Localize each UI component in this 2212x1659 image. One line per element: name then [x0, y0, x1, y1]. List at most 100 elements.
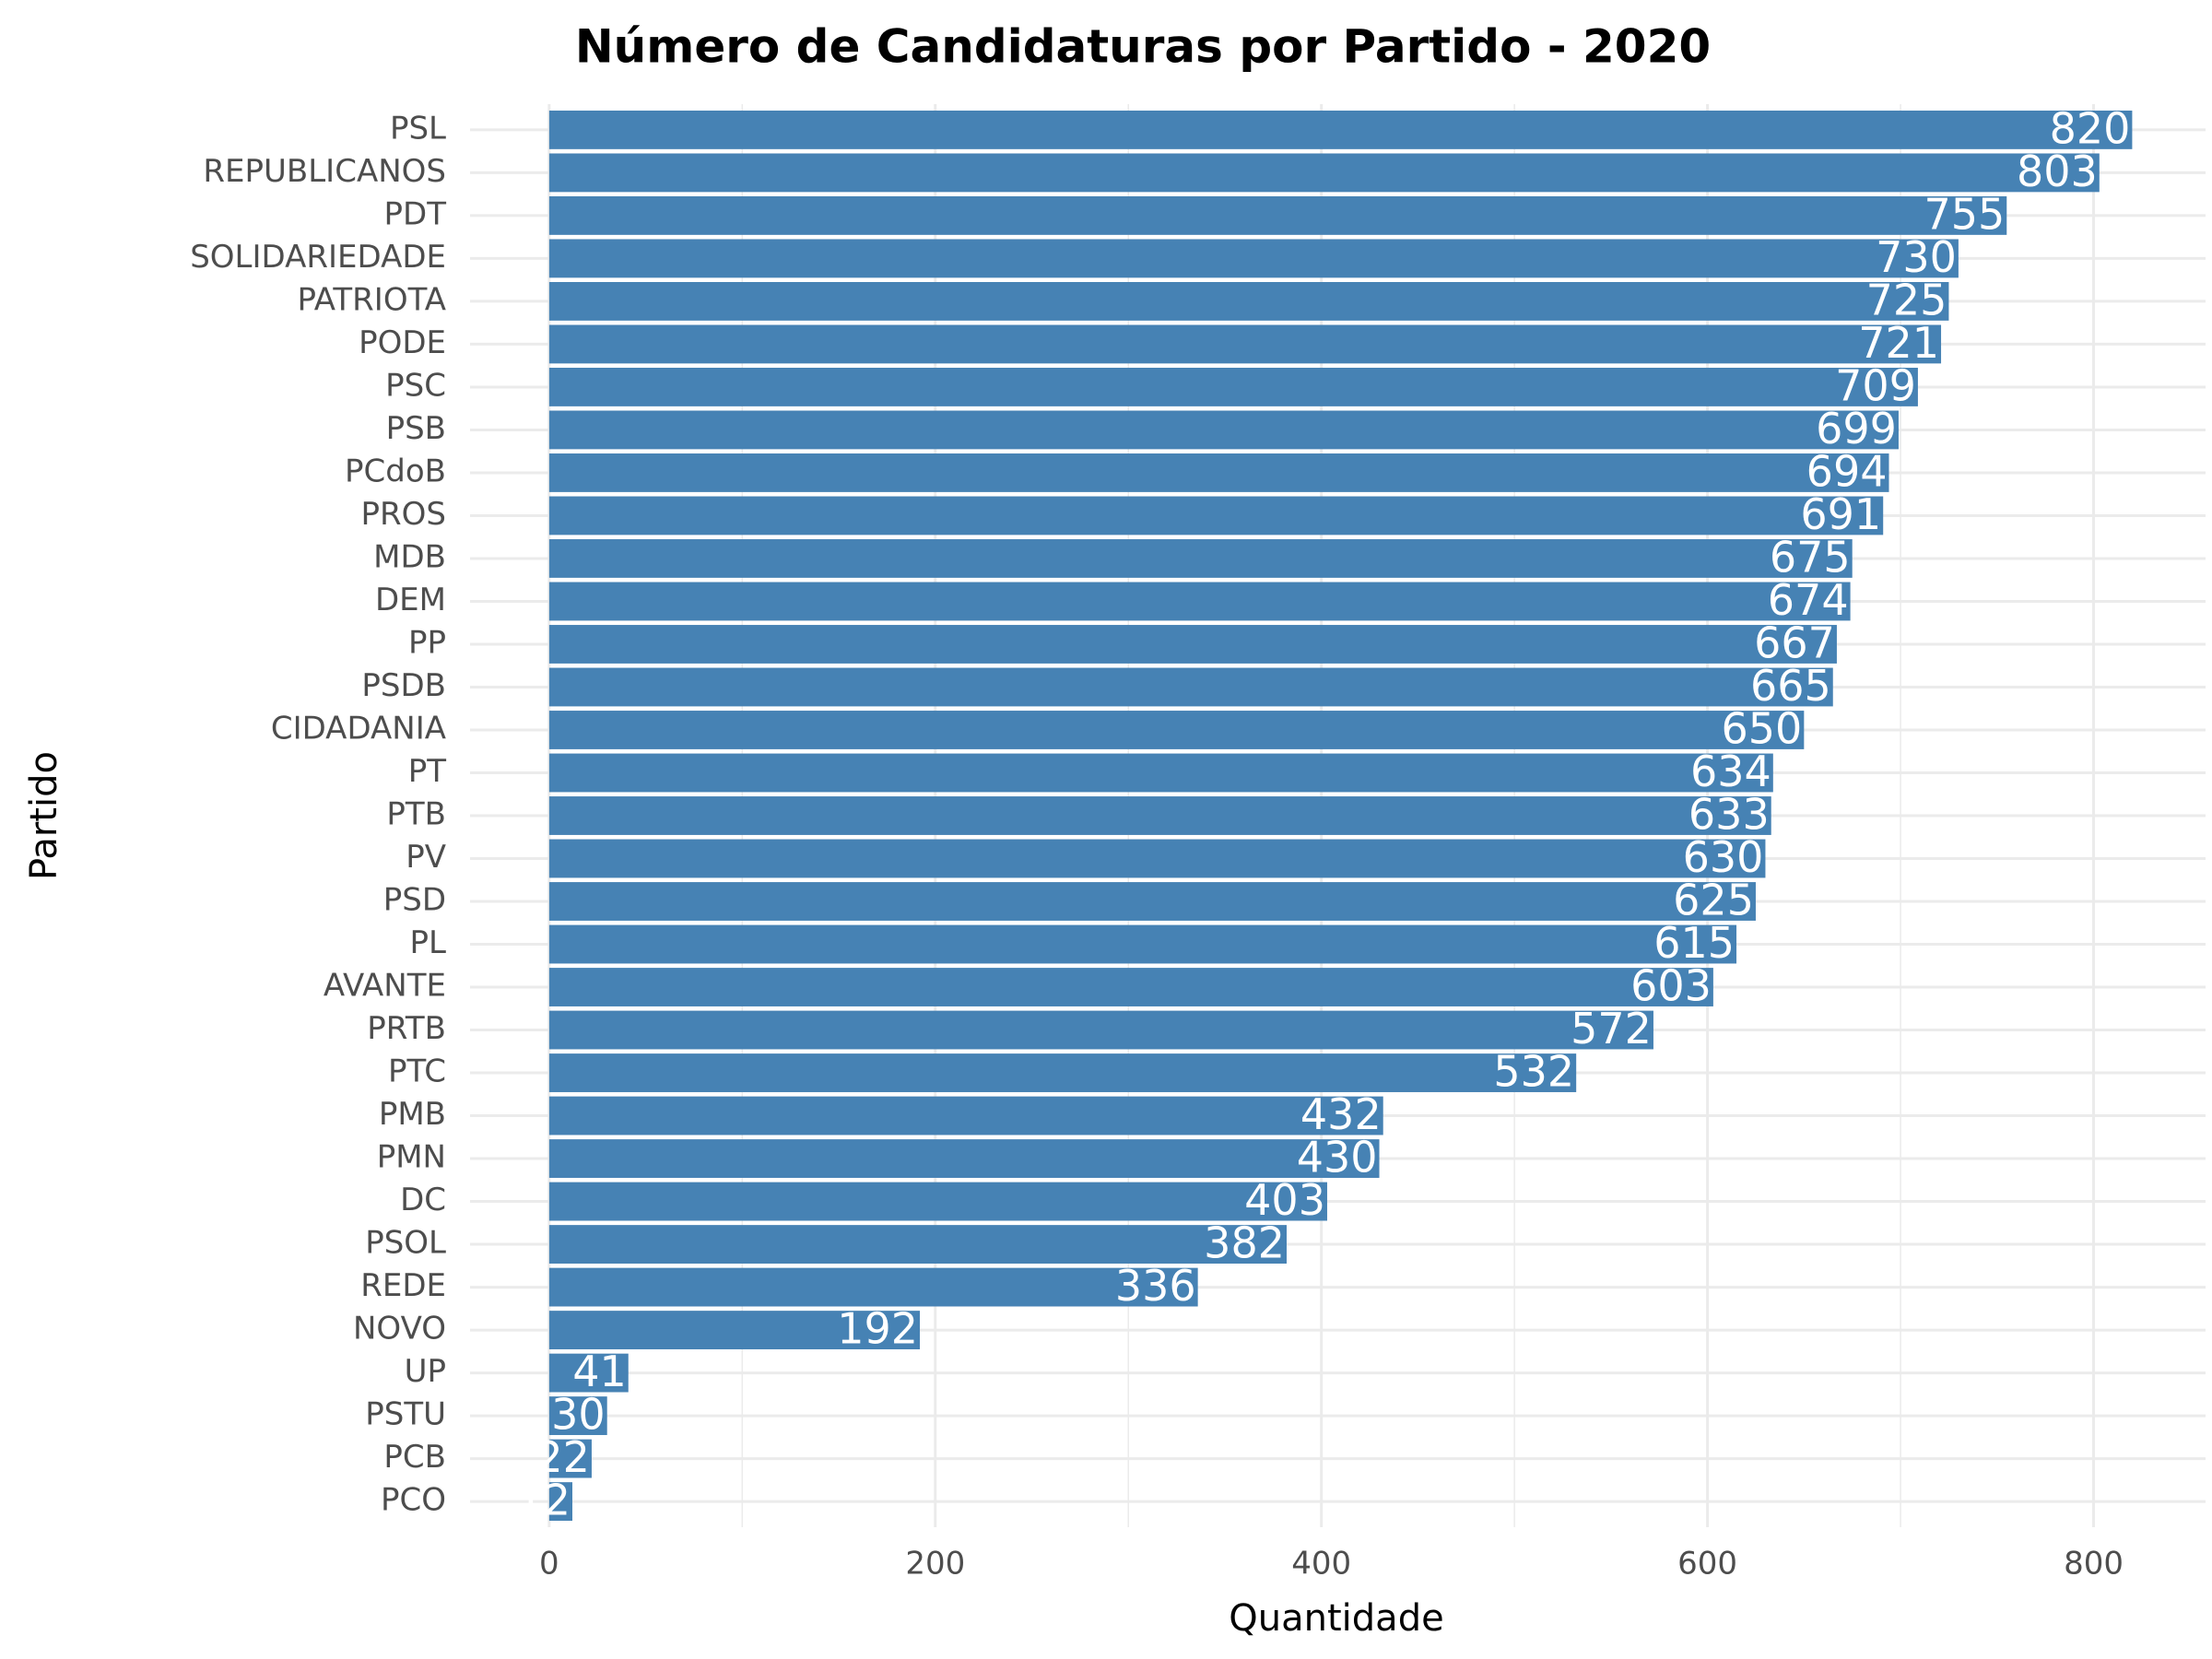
y-tick-label: PODE	[359, 324, 446, 361]
bar	[548, 796, 1771, 835]
value-label: 633	[1688, 790, 1770, 840]
y-tick-label: UP	[405, 1353, 446, 1390]
value-label: 674	[1768, 575, 1849, 625]
y-tick-label: REDE	[360, 1267, 446, 1304]
y-tick-label: PSD	[383, 882, 446, 919]
y-tick-label: MDB	[373, 538, 446, 575]
bar	[548, 1267, 1198, 1307]
value-label: 650	[1722, 703, 1803, 753]
value-label: 30	[551, 1390, 606, 1440]
value-label: 730	[1876, 232, 1957, 282]
value-label: 721	[1858, 318, 1939, 368]
value-label: 709	[1835, 360, 1916, 410]
bar	[548, 282, 1949, 321]
bar	[548, 1225, 1287, 1264]
bars: 8208037557307257217096996946916756746676…	[516, 103, 2133, 1525]
value-label: 430	[1297, 1133, 1378, 1182]
bar	[548, 1182, 1327, 1221]
bar	[548, 1439, 592, 1478]
bar	[548, 882, 1756, 921]
value-label: 630	[1683, 832, 1764, 882]
bar	[548, 711, 1805, 749]
y-tick-label: PT	[408, 753, 447, 790]
y-tick-label: PCB	[383, 1439, 446, 1476]
bar	[548, 924, 1737, 964]
y-tick-label: DC	[400, 1182, 446, 1218]
y-tick-label: PTC	[388, 1053, 446, 1090]
bar	[548, 153, 2100, 193]
value-label: 432	[1300, 1089, 1382, 1139]
y-tick-label: PP	[408, 624, 446, 661]
value-label: 41	[572, 1347, 627, 1396]
bar	[548, 110, 2133, 149]
bar	[548, 195, 2007, 235]
value-label: 336	[1115, 1261, 1196, 1311]
y-tick-label: PMB	[379, 1096, 446, 1133]
y-tick-label: NOVO	[353, 1311, 446, 1347]
bar	[548, 625, 1837, 664]
bar	[548, 324, 1942, 364]
value-label: 532	[1493, 1047, 1574, 1097]
y-axis-title: Partido	[23, 751, 65, 880]
bar	[548, 410, 1899, 450]
y-tick-label: PL	[410, 924, 447, 961]
bar	[548, 1139, 1380, 1178]
value-label: 22	[535, 1432, 590, 1482]
chart-title: Número de Candidaturas por Partido - 202…	[575, 20, 1711, 74]
value-label: 625	[1673, 876, 1754, 925]
bar	[548, 1396, 607, 1436]
value-label: 665	[1750, 661, 1831, 711]
y-tick-label: PSL	[390, 110, 446, 147]
bar	[548, 968, 1713, 1006]
bar	[548, 1096, 1383, 1135]
value-label: 803	[2017, 147, 2098, 196]
y-tick-label: PSC	[385, 367, 446, 404]
y-tick-label: PV	[406, 839, 446, 876]
y-tick-label: DEM	[375, 582, 446, 618]
y-tick-label: PRTB	[367, 1010, 446, 1047]
bar	[548, 496, 1884, 535]
bar	[548, 539, 1853, 578]
bar	[548, 667, 1833, 707]
x-tick-label: 0	[539, 1546, 559, 1583]
y-tick-label: PSDB	[361, 667, 446, 704]
value-label: 192	[837, 1304, 918, 1354]
bar	[548, 753, 1773, 793]
value-label: 572	[1571, 1004, 1652, 1053]
y-tick-label: PMN	[377, 1139, 446, 1176]
y-tick-label: PSOL	[365, 1225, 446, 1262]
bar	[548, 239, 1959, 278]
value-label: 691	[1800, 489, 1881, 539]
y-tick-label: PSB	[386, 410, 446, 447]
value-label: 699	[1816, 404, 1897, 453]
y-tick-label: SOLIDARIEDADE	[190, 239, 446, 276]
y-tick-label: PCO	[381, 1482, 446, 1519]
y-tick-label: PCdoB	[345, 453, 446, 489]
x-tick-label: 800	[2064, 1546, 2124, 1583]
bar	[548, 839, 1766, 878]
bar	[548, 1311, 921, 1349]
bar	[548, 1482, 573, 1522]
bar	[548, 1010, 1653, 1050]
x-axis-title: Quantidade	[1229, 1597, 1443, 1640]
x-tick-label: 600	[1677, 1546, 1737, 1583]
value-label: 603	[1630, 961, 1712, 1011]
value-label: 12	[516, 1476, 571, 1525]
y-tick-label: PDT	[384, 195, 447, 232]
bar	[548, 368, 1918, 406]
value-label: 820	[2050, 103, 2131, 153]
y-tick-label: PSTU	[365, 1396, 446, 1433]
y-tick-label: PTB	[386, 796, 446, 833]
y-tick-label: REPUBLICANOS	[203, 153, 446, 190]
x-tick-label: 200	[905, 1546, 965, 1583]
y-tick-label: AVANTE	[324, 968, 446, 1005]
value-label: 675	[1770, 532, 1851, 582]
y-tick-label: CIDADANIA	[271, 710, 446, 747]
value-label: 634	[1690, 747, 1771, 796]
labels: 0 200 400 600 800 PSL REPUBLICANOS PDT SOLIDARIE…	[190, 110, 2124, 1582]
value-label: 755	[1924, 189, 2005, 239]
bar	[548, 1353, 629, 1393]
value-label: 667	[1754, 618, 1835, 667]
